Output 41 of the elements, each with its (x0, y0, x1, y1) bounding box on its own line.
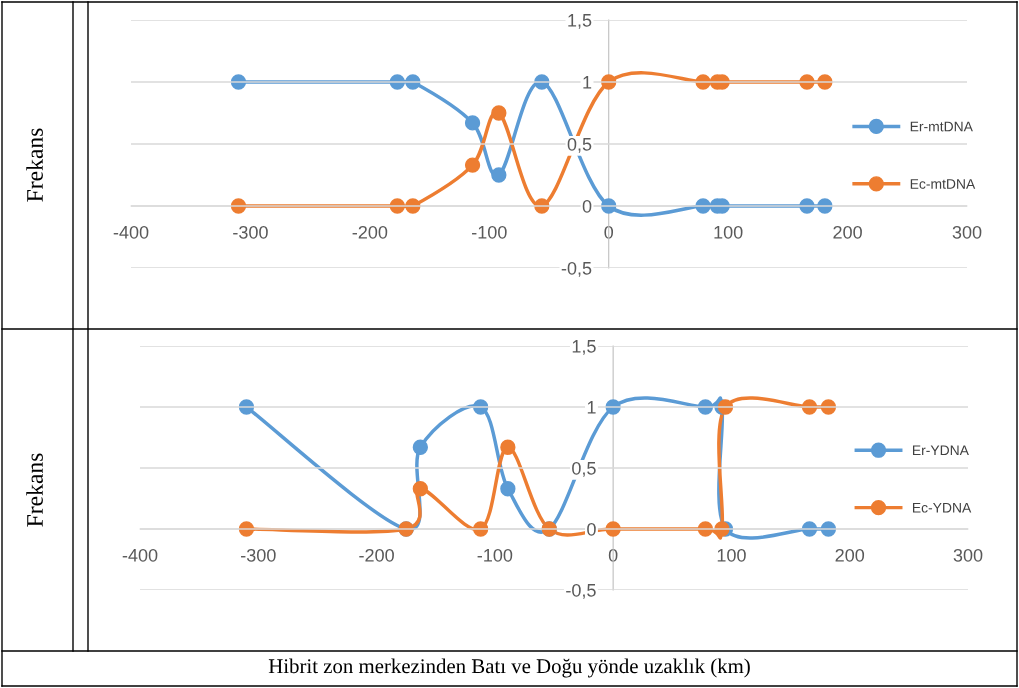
point (464, 157, 481, 173)
x-tick-label: -300 (241, 548, 276, 562)
y-tick-label: 1 (587, 401, 596, 414)
y-tick-label: -0,5 (566, 583, 596, 599)
y-tick-label: 0,5 (572, 461, 596, 477)
x-tick-label: -200 (352, 225, 388, 239)
x-tick-label: 300 (952, 225, 982, 239)
point (500, 481, 516, 497)
y-axis-title: Frekans (26, 453, 43, 527)
x-tick-label: 100 (717, 548, 746, 562)
x-tick-label: -400 (113, 225, 149, 239)
y-tick-label: 1,5 (572, 340, 596, 355)
point (500, 439, 516, 455)
x-tick-label: 0 (604, 225, 614, 239)
y-axis-title: Frekans (26, 128, 43, 202)
point (491, 167, 507, 183)
x-tick-label: 0 (608, 548, 618, 562)
x-tick-label: -200 (359, 548, 394, 562)
x-tick-label: 300 (953, 548, 983, 562)
y-tick-label: 0 (582, 199, 592, 213)
point (491, 105, 507, 121)
text: Hibrit zon merkezinden Batı ve Doğu yönde uzaklık (km) (268, 658, 750, 678)
y-tick-label: 1 (583, 76, 592, 89)
x-tick-label: 200 (835, 548, 865, 562)
x-tick-label: 100 (714, 225, 743, 239)
x-tick-label: -100 (472, 225, 507, 239)
y-tick-label: 0,5 (567, 137, 592, 153)
point (464, 115, 481, 131)
legend-label: Ec-mtDNA (910, 179, 976, 189)
legend-label: Er-mtDNA (910, 121, 973, 132)
legend-label: Er-YDNA (912, 445, 969, 456)
point (412, 439, 428, 455)
x-tick-label: -400 (122, 548, 158, 562)
y-tick-label: 1,5 (568, 14, 592, 29)
x-tick-label: -300 (233, 225, 268, 239)
x-tick-label: -100 (477, 548, 513, 562)
y-tick-label: 0 (587, 522, 596, 536)
y-tick-label: -0,5 (561, 261, 592, 277)
legend-label: Ec-YDNA (912, 502, 972, 513)
x-tick-label: 200 (833, 225, 862, 239)
point (412, 481, 428, 497)
